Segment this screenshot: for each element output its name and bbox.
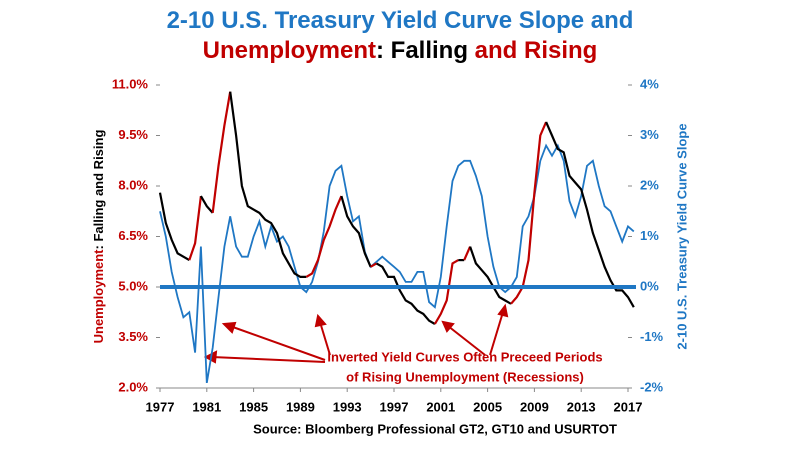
y-tick-label: 5.0%: [118, 278, 148, 293]
unemployment-line: [463, 246, 472, 261]
x-tick-label: 1981: [192, 399, 221, 414]
unemployment-line: [370, 262, 378, 268]
x-tick-label: 1985: [239, 399, 268, 414]
y-tick-label: 3.5%: [118, 329, 148, 344]
y2-tick-label: 4%: [640, 76, 659, 91]
x-tick-label: 1997: [380, 399, 409, 414]
y2-tick-label: 2%: [640, 177, 659, 192]
y-tick-label: 2.0%: [118, 379, 148, 394]
x-tick-label: 1977: [146, 399, 175, 414]
unemployment-line: [229, 91, 307, 278]
unemployment-line: [305, 195, 343, 278]
y2-tick-label: -1%: [640, 329, 664, 344]
y-tick-label: 9.5%: [118, 127, 148, 142]
unemployment-line: [199, 195, 214, 214]
y2-tick-label: 1%: [640, 228, 659, 243]
unemployment-line: [375, 262, 436, 325]
y-tick-label: 6.5%: [118, 228, 148, 243]
annotation-arrows: [203, 303, 509, 364]
annotation: of Rising Unemployment (Recessions): [346, 369, 584, 384]
x-tick-label: 2005: [473, 399, 502, 414]
unemployment-line: [545, 121, 635, 308]
unemployment-line: [469, 246, 512, 305]
y-label-part: : Falling and Rising: [91, 130, 106, 250]
y2-tick-label: 0%: [640, 278, 659, 293]
y-tick-label: 11.0%: [112, 76, 149, 91]
title-part: 2-10 U.S. Treasury Yield Curve Slope and: [167, 7, 634, 34]
x-tick-label: 2009: [520, 399, 549, 414]
unemployment-line: [158, 192, 190, 262]
y-axis-label: Unemployment: Falling and Rising: [91, 130, 106, 344]
x-tick-label: 1989: [286, 399, 315, 414]
source: Source: Bloomberg Professional GT2, GT10…: [253, 421, 617, 436]
y2-tick-label: -2%: [640, 379, 664, 394]
x-tick-label: 2013: [567, 399, 596, 414]
unemployment-line: [433, 259, 459, 325]
unemployment-line: [340, 195, 372, 268]
x-tick-label: 2017: [614, 399, 643, 414]
y-label-part: Unemployment: [91, 249, 106, 344]
title-part: Unemployment: [203, 37, 376, 64]
x-tick-label: 1993: [333, 399, 362, 414]
title-part: : Falling: [376, 37, 475, 64]
unemployment-line: [510, 121, 548, 305]
yield-slope-line: [159, 143, 635, 384]
chart-title: Unemployment: Falling and Rising: [203, 37, 598, 64]
y-tick-label: 8.0%: [118, 177, 148, 192]
unemployment-line: [188, 195, 202, 261]
annotation: Inverted Yield Curves Often Preceed Peri…: [327, 349, 602, 364]
title-part: and Rising: [475, 37, 598, 64]
y2-tick-label: 3%: [640, 127, 659, 142]
y2-axis-label: 2-10 U.S. Treasury Yield Curve Slope: [674, 123, 689, 349]
chart-title: 2-10 U.S. Treasury Yield Curve Slope and: [167, 7, 634, 34]
unemployment-line: [211, 91, 232, 214]
x-tick-label: 2001: [426, 399, 455, 414]
